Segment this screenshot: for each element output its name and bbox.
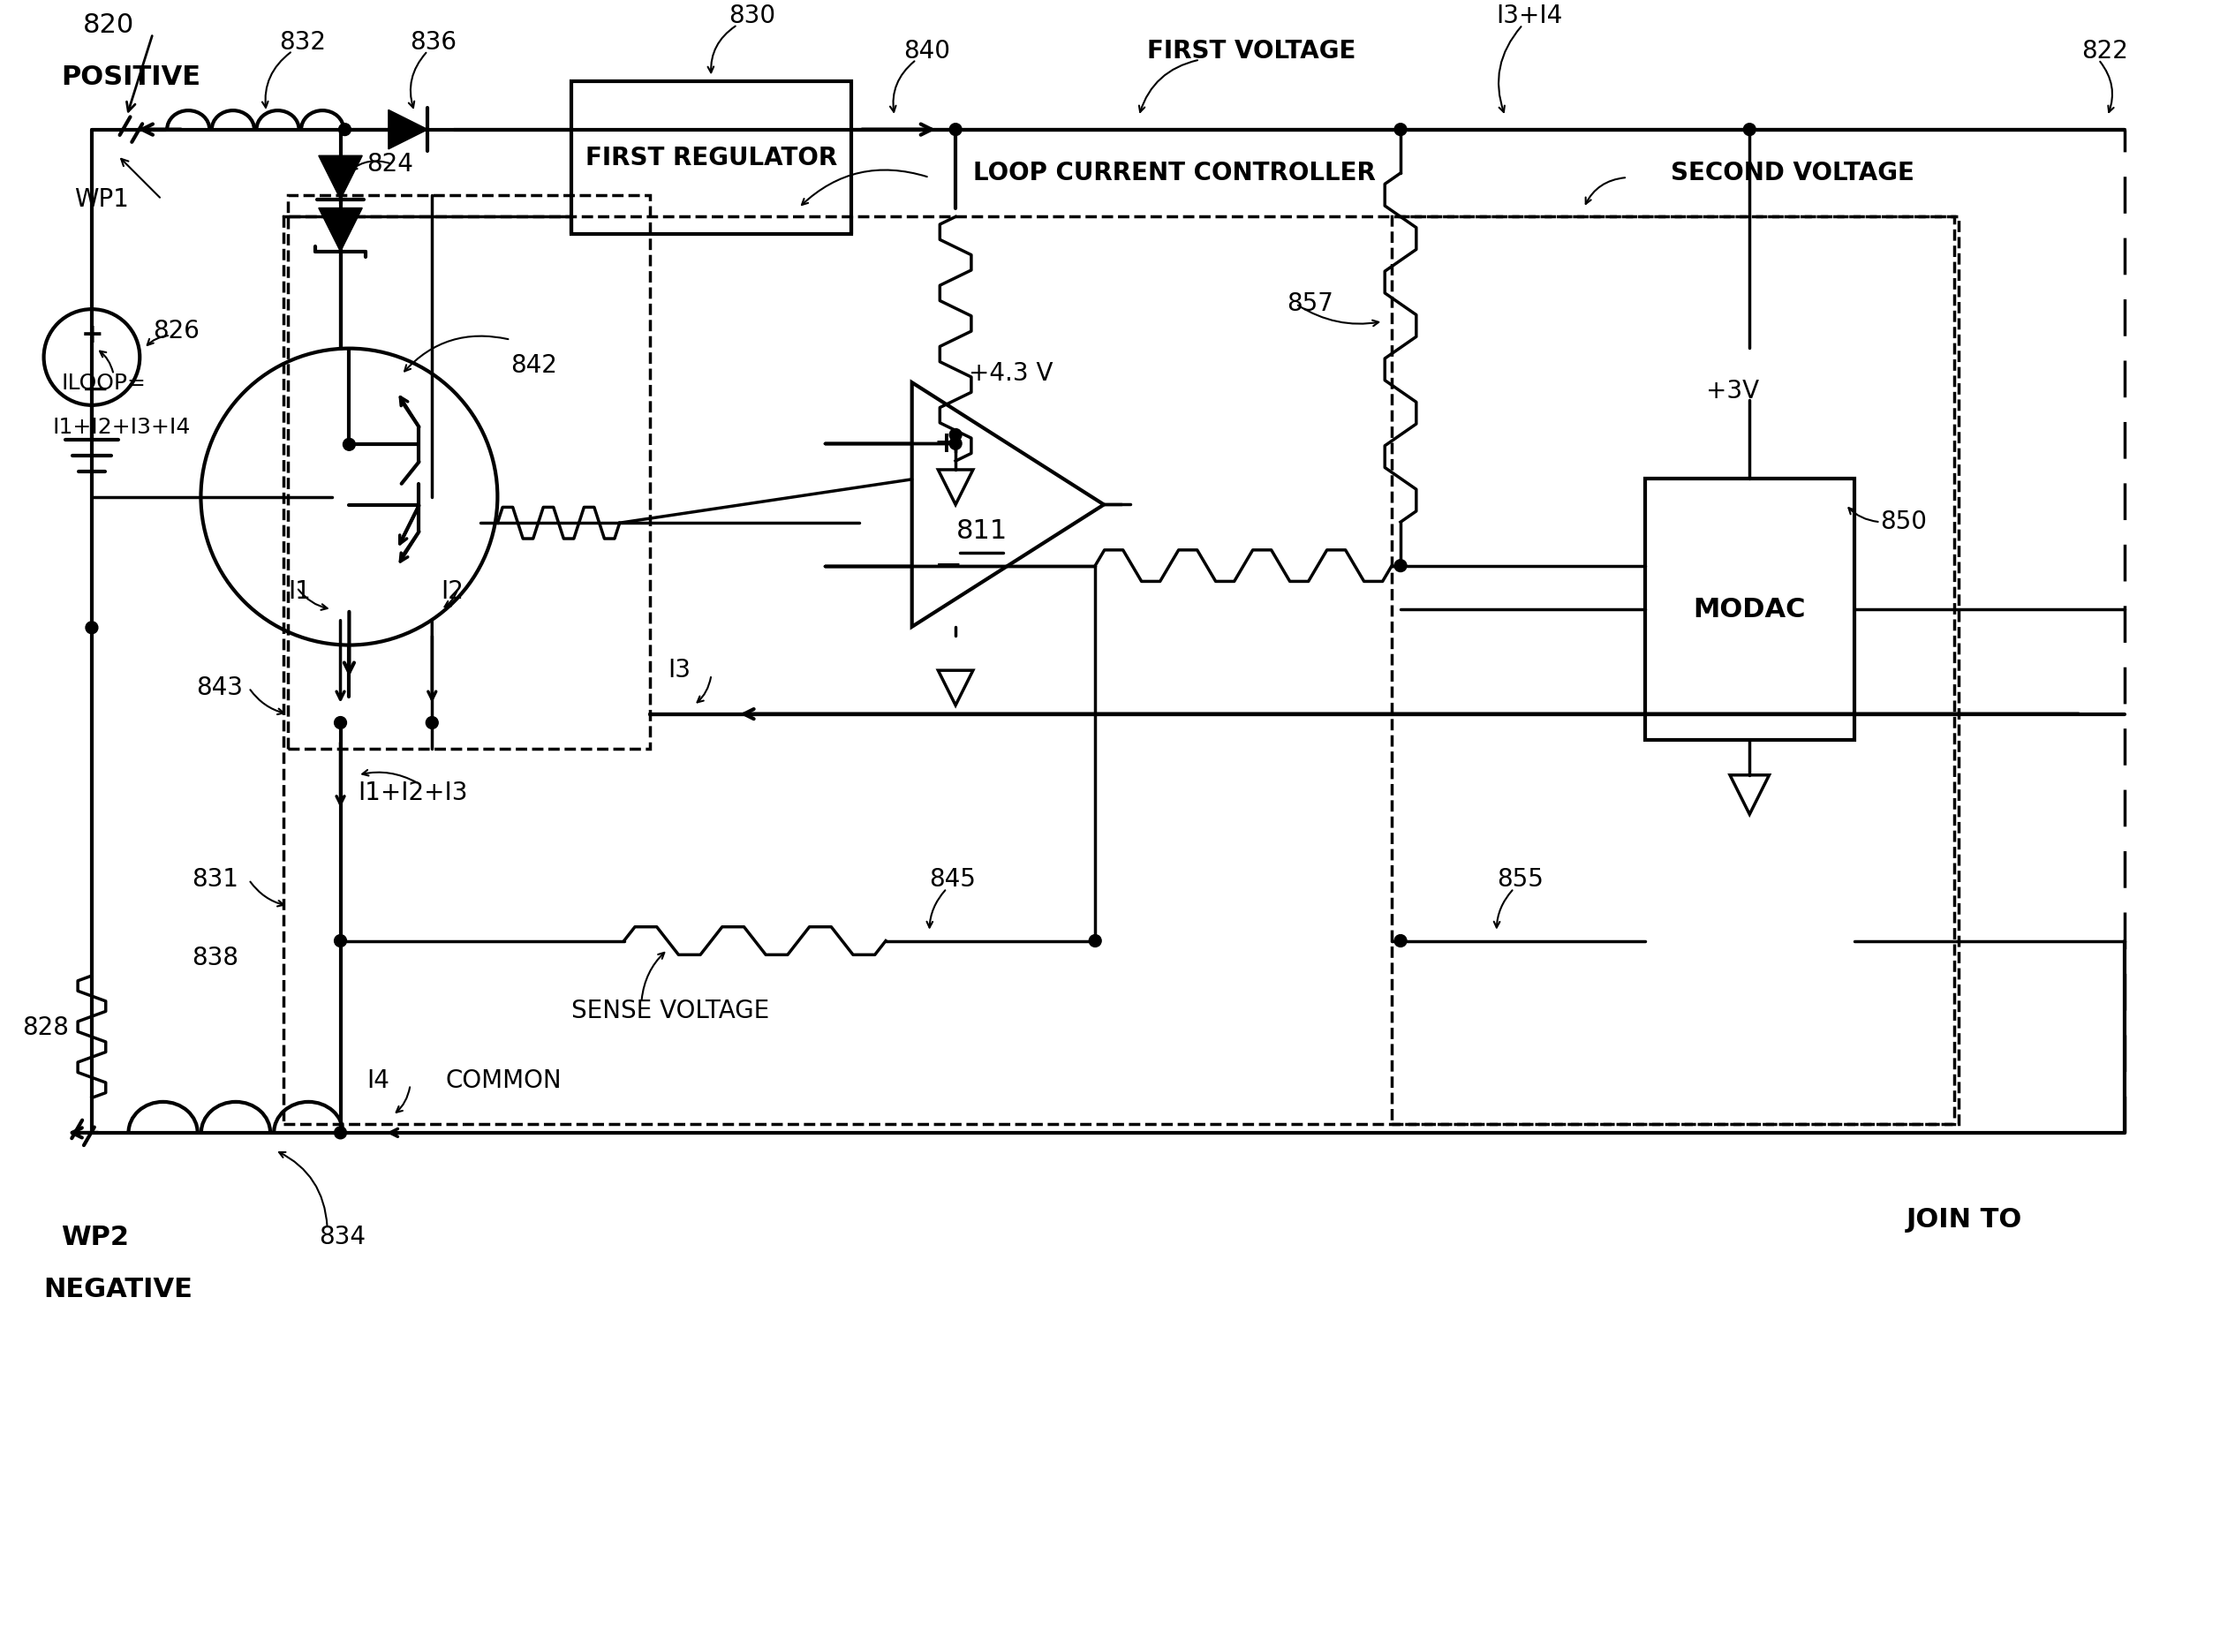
Text: LOOP CURRENT CONTROLLER: LOOP CURRENT CONTROLLER — [972, 160, 1376, 185]
Text: −: − — [82, 373, 111, 406]
Text: 838: 838 — [193, 947, 240, 971]
Text: I4: I4 — [366, 1069, 388, 1092]
Text: 822: 822 — [2080, 38, 2127, 63]
Text: 828: 828 — [22, 1016, 69, 1041]
Text: I1: I1 — [289, 580, 311, 605]
Text: SENSE VOLTAGE: SENSE VOLTAGE — [573, 998, 770, 1023]
Text: ILOOP=: ILOOP= — [62, 373, 147, 393]
Text: I2: I2 — [442, 580, 464, 605]
Text: I1+I2+I3+I4: I1+I2+I3+I4 — [53, 416, 191, 438]
Circle shape — [1090, 935, 1101, 947]
Polygon shape — [320, 208, 362, 251]
Text: 820: 820 — [82, 12, 135, 38]
Text: −: − — [935, 548, 963, 583]
Text: +: + — [935, 430, 959, 458]
Text: 845: 845 — [930, 867, 977, 892]
Circle shape — [335, 935, 346, 947]
Text: FIRST VOLTAGE: FIRST VOLTAGE — [1148, 38, 1356, 63]
Text: COMMON: COMMON — [446, 1069, 562, 1092]
Circle shape — [950, 124, 961, 135]
Text: WP1: WP1 — [73, 187, 129, 211]
Text: +: + — [82, 322, 104, 349]
Bar — [284, 216, 1958, 1123]
Text: 832: 832 — [280, 30, 326, 55]
Text: 842: 842 — [511, 354, 557, 378]
Text: 834: 834 — [320, 1226, 366, 1251]
Bar — [289, 195, 650, 748]
Text: POSITIVE: POSITIVE — [62, 64, 200, 89]
Circle shape — [344, 438, 355, 451]
Bar — [573, 81, 850, 235]
Circle shape — [1394, 124, 1407, 135]
Text: I3+I4: I3+I4 — [1496, 3, 1563, 28]
Text: I3: I3 — [668, 657, 690, 682]
Circle shape — [87, 621, 98, 634]
Text: FIRST REGULATOR: FIRST REGULATOR — [586, 145, 837, 170]
Text: 831: 831 — [193, 867, 240, 892]
Text: 826: 826 — [153, 319, 200, 344]
Text: +3V: +3V — [1705, 378, 1758, 403]
Circle shape — [426, 717, 437, 729]
Circle shape — [1394, 560, 1407, 572]
Text: NEGATIVE: NEGATIVE — [44, 1277, 193, 1302]
Circle shape — [1743, 124, 1756, 135]
Text: JOIN TO: JOIN TO — [1907, 1208, 2022, 1232]
Text: WP2: WP2 — [62, 1224, 129, 1251]
Bar — [1392, 216, 1954, 1123]
Text: 843: 843 — [198, 676, 244, 700]
Text: MODAC: MODAC — [1694, 596, 1805, 623]
Text: 830: 830 — [728, 3, 775, 28]
Text: 855: 855 — [1496, 867, 1543, 892]
Polygon shape — [320, 155, 362, 200]
Circle shape — [1394, 935, 1407, 947]
Text: 811: 811 — [957, 519, 1008, 544]
Text: 836: 836 — [411, 30, 457, 55]
Polygon shape — [388, 109, 428, 149]
Text: SECOND VOLTAGE: SECOND VOLTAGE — [1672, 160, 1914, 185]
Text: 824: 824 — [366, 152, 413, 177]
Circle shape — [950, 428, 961, 441]
Circle shape — [335, 1127, 346, 1138]
Bar — [1645, 479, 1854, 740]
Circle shape — [340, 124, 351, 135]
Circle shape — [950, 438, 961, 449]
Text: I1+I2+I3: I1+I2+I3 — [357, 780, 468, 805]
Text: 850: 850 — [1880, 510, 1927, 534]
Circle shape — [335, 717, 346, 729]
Text: 857: 857 — [1288, 291, 1334, 316]
Text: +4.3 V: +4.3 V — [968, 362, 1052, 387]
Text: 840: 840 — [904, 38, 950, 63]
